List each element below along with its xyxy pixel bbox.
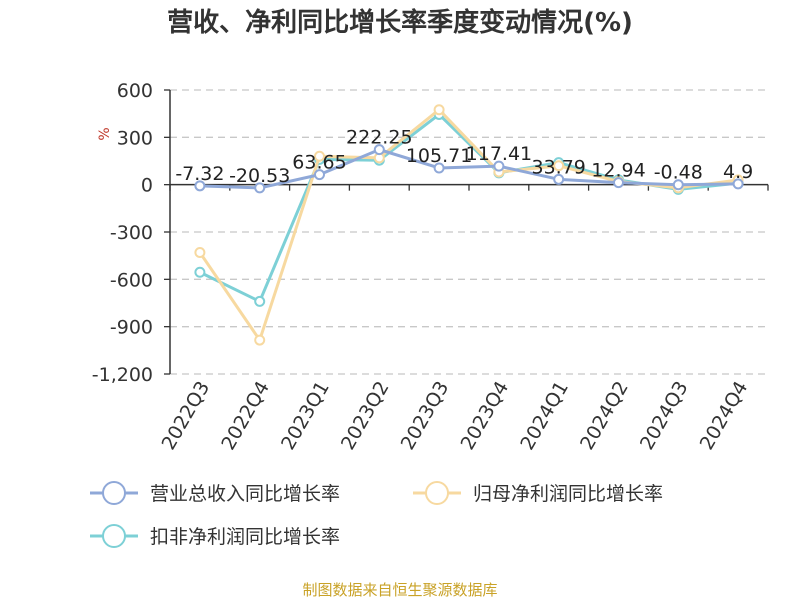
legend-swatch-marker [425,481,449,505]
data-source-note: 制图数据来自恒生聚源数据库 [302,581,497,599]
data-label: 33.79 [531,156,585,178]
data-point [314,169,325,181]
data-point [553,160,565,172]
x-tick-label: 2023Q2 [337,378,394,454]
x-tick-label: 2023Q4 [456,378,513,454]
y-tick-label: 0 [141,175,153,197]
data-point [254,334,266,346]
data-point [553,173,565,185]
y-tick-label: -300 [110,222,153,244]
x-tick-label: 2024Q1 [516,378,573,454]
data-label: 222.25 [346,127,412,149]
data-label: 12.94 [591,160,645,182]
data-point [373,144,385,156]
legend-label: 营业总收入同比增长率 [150,483,340,505]
series-lines [194,104,744,346]
data-point [254,295,266,307]
data-label: 4.9 [723,161,753,183]
y-tick-label: 300 [117,127,153,149]
data-point [732,178,744,190]
data-point [314,150,325,162]
data-label: -0.48 [654,162,703,184]
legend-label: 扣非净利润同比增长率 [150,526,340,548]
x-tick-label: 2024Q2 [576,378,633,454]
data-label: -7.32 [175,163,224,185]
x-tick-label: 2023Q1 [277,378,334,454]
y-tick-label: -1,200 [92,364,153,386]
data-point [194,266,206,278]
data-point [433,104,445,116]
x-tick-label: 2022Q4 [217,378,274,454]
data-label: 117.41 [466,143,532,165]
legend-swatch-marker [102,524,126,548]
data-point [672,179,684,191]
x-tick-label: 2024Q3 [636,378,693,454]
data-label: 105.71 [406,145,472,167]
y-tick-label: -600 [110,269,153,291]
legend-swatch-marker [102,481,126,505]
y-tick-label: -900 [110,317,153,339]
x-tick-label: 2024Q4 [696,378,753,454]
chart-title: 营收、净利同比增长率季度变动情况(%) [167,7,633,38]
legend-label: 归母净利润同比增长率 [473,483,663,505]
data-point [194,247,206,259]
data-point [194,180,206,192]
data-point [493,160,505,172]
data-label: 63.65 [292,152,346,174]
x-tick-label: 2023Q3 [397,377,454,453]
y-tick-label: 600 [117,80,153,102]
data-label: -20.53 [229,165,290,187]
data-point [613,177,624,189]
data-point [433,162,445,174]
x-tick-label: 2022Q3 [157,378,214,454]
y-axis-unit-label: % [97,127,113,140]
series-line [198,148,740,190]
data-point [254,182,266,194]
grid [170,89,768,375]
